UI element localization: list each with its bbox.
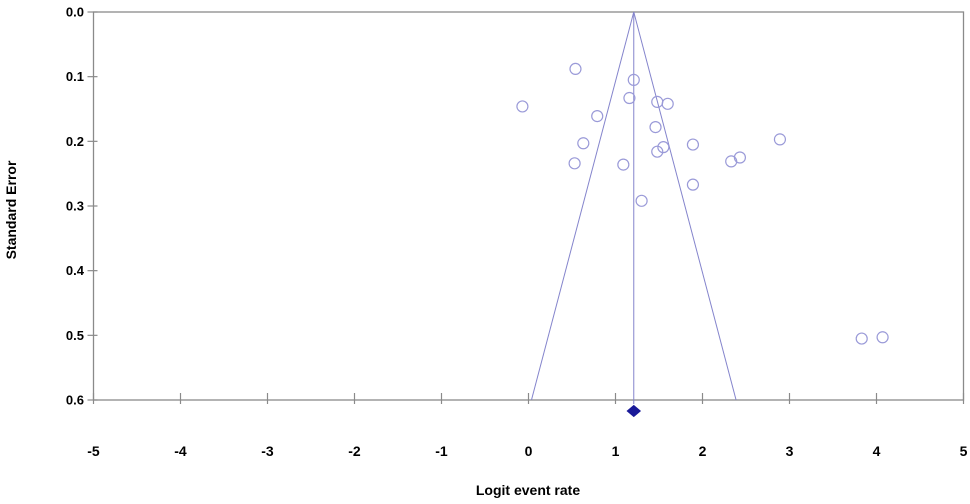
funnel-right-line [633, 11, 737, 401]
study-point [617, 158, 630, 171]
x-axis-tick-label: -3 [261, 443, 274, 459]
study-point [591, 110, 604, 123]
study-point [657, 141, 670, 154]
funnel-left-line [530, 11, 635, 401]
x-axis-tick-label: 0 [525, 443, 533, 459]
study-point [568, 157, 581, 170]
y-axis-tick-label: 0.6 [66, 393, 84, 408]
x-axis-tick-label: 4 [873, 443, 881, 459]
study-point [725, 155, 738, 168]
y-axis-title: Standard Error [3, 160, 19, 260]
x-axis-tick-label: 3 [786, 443, 794, 459]
y-axis-tick-label: 0.3 [66, 199, 84, 214]
study-point [627, 73, 640, 87]
study-point [577, 137, 590, 150]
y-axis-tick-label: 0.5 [66, 328, 84, 343]
study-point [686, 138, 700, 151]
x-axis-tick-label: -4 [174, 443, 187, 459]
x-axis-tick-label: -1 [435, 443, 448, 459]
y-axis-tick-label: 0.0 [66, 5, 84, 20]
study-point [876, 331, 889, 344]
y-axis-tick-label: 0.1 [66, 69, 84, 84]
x-axis-tick-label: 5 [960, 443, 968, 459]
study-point [635, 194, 648, 207]
plot-border [92, 11, 965, 401]
y-axis-tick-label: 0.2 [66, 134, 84, 149]
study-point [651, 145, 664, 158]
x-axis-tick-label: 1 [612, 443, 620, 459]
study-point [649, 121, 662, 134]
x-axis-tick-label: -2 [348, 443, 361, 459]
study-point [686, 178, 700, 191]
study-point [855, 332, 868, 345]
x-axis-tick-label: 2 [699, 443, 707, 459]
study-point [773, 133, 787, 146]
study-point [516, 100, 529, 113]
x-axis-tick-label: -5 [87, 443, 100, 459]
study-point [623, 91, 636, 105]
y-axis-tick-label: 0.4 [66, 263, 85, 278]
x-axis-title: Logit event rate [475, 482, 581, 498]
study-point [569, 62, 582, 76]
study-point [733, 151, 747, 164]
summary-diamond [626, 404, 642, 418]
study-point [661, 97, 674, 110]
